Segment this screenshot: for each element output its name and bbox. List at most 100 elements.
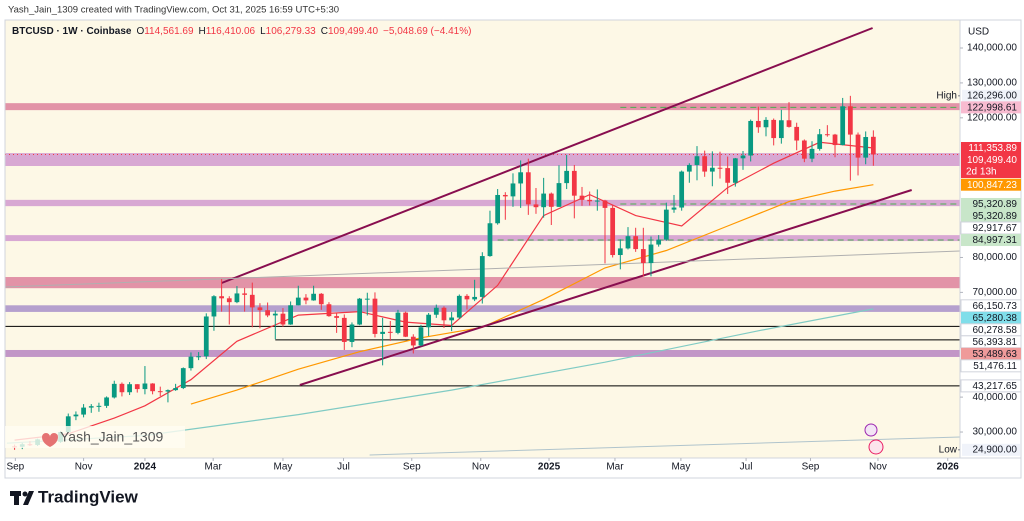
currency: USD: [968, 27, 989, 38]
candle-body: [786, 120, 792, 127]
candle-body: [525, 172, 531, 205]
y-tick-label: 130,000.00: [967, 78, 1017, 89]
candle-body: [587, 199, 593, 202]
price-tag: [960, 359, 1022, 373]
price-tag-label: 51,476.11: [973, 361, 1017, 372]
candle-body: [495, 194, 501, 224]
candle-body: [640, 249, 646, 264]
candle-body: [755, 120, 761, 128]
candle-body: [395, 312, 401, 333]
candle-body: [740, 155, 746, 159]
candle-body: [855, 134, 861, 158]
price-tag: [961, 311, 1021, 324]
x-tick-label: Sep: [6, 462, 24, 473]
candle-body: [311, 293, 316, 301]
candle-body: [771, 119, 777, 139]
candle-body: [617, 248, 623, 256]
x-tick-label: Sep: [403, 462, 421, 473]
candle-body: [778, 120, 784, 139]
candle-body: [625, 236, 631, 249]
countdown: 2d 13h: [966, 167, 997, 178]
price-tag: [961, 101, 1021, 114]
logo-part: [23, 491, 34, 505]
candle-body: [111, 383, 117, 398]
candle-body: [610, 207, 616, 256]
candle-body: [272, 313, 278, 316]
candle-body: [65, 416, 71, 433]
footer-brand: TradingView: [38, 487, 139, 506]
candle-body: [479, 256, 485, 297]
candle-body: [349, 324, 355, 342]
candle-body: [832, 134, 838, 146]
candle-body: [81, 407, 86, 415]
candle-body: [863, 137, 869, 158]
price-tag-label: 111,353.89: [968, 143, 1017, 154]
price-tag-label: 43,217.65: [973, 381, 1018, 392]
candle-body: [648, 244, 654, 264]
y-tick-label: 120,000.00: [967, 112, 1017, 123]
y-tick-label: 70,000.00: [973, 287, 1018, 298]
x-tick-label: May: [273, 462, 292, 473]
zone: [5, 199, 960, 207]
candle-body: [226, 298, 232, 303]
candle-body: [203, 316, 209, 357]
candle-body: [433, 307, 439, 315]
price-tag-label: 60,278.58: [973, 325, 1018, 336]
candle-body: [840, 106, 846, 146]
candle-body: [150, 383, 155, 392]
candle-body: [73, 414, 79, 417]
candle-body: [403, 312, 409, 337]
candle-body: [748, 120, 754, 156]
candle-body: [602, 200, 608, 208]
price-tag: [961, 154, 1021, 179]
plot-area: [5, 27, 960, 456]
candle-body: [295, 297, 301, 306]
x-tick-label: Mar: [606, 462, 624, 473]
ohlc-key: L: [260, 26, 266, 37]
candle-body: [594, 200, 600, 202]
candle-body: [104, 397, 109, 406]
candle-body: [387, 331, 393, 333]
y-tick-label: 40,000.00: [973, 392, 1018, 403]
candle-body: [709, 167, 715, 172]
candle-body: [663, 209, 669, 240]
candle-body: [472, 296, 478, 300]
candle-body: [633, 236, 639, 250]
chart-frame: [4, 19, 1022, 479]
price-tag: [961, 178, 1021, 191]
zone: [5, 305, 960, 312]
candle-body: [809, 148, 815, 159]
candle-body: [694, 156, 700, 165]
chart-icons: [864, 423, 884, 455]
trendline: [369, 436, 960, 456]
ohlc-value: 106,279.33: [266, 26, 316, 37]
price-tag-label: 100,847.23: [967, 180, 1017, 191]
x-tick-label: Nov: [75, 462, 93, 473]
price-tag-label: 84,997.31: [973, 235, 1018, 246]
x-tick-label: May: [671, 462, 690, 473]
x-tick-label: 2025: [538, 462, 561, 473]
symbol-legend: BTCUSD · 1W · Coinbase O114,561.69 H116,41…: [12, 26, 471, 37]
trendline: [299, 189, 913, 386]
candle-body: [679, 171, 685, 208]
candle-body: [288, 305, 293, 325]
price-tag-label: 65,280.38: [973, 313, 1018, 324]
y-tick-label: 140,000.00: [967, 43, 1017, 54]
candle-body: [817, 134, 823, 149]
price-tag: [961, 234, 1021, 247]
candle-body: [165, 390, 171, 392]
zone: [5, 349, 960, 357]
candle-body: [357, 298, 363, 325]
ohlc-key: H: [199, 26, 206, 37]
candle-body: [318, 293, 324, 305]
candle-body: [334, 316, 340, 318]
extreme-tag: [962, 89, 1020, 102]
zone: [5, 235, 960, 242]
candle-body: [364, 298, 370, 300]
watermark-text: Yash_Jain_1309: [60, 429, 163, 445]
event-icon: [868, 439, 884, 455]
candle-body: [127, 384, 132, 393]
candle-body: [380, 331, 386, 334]
